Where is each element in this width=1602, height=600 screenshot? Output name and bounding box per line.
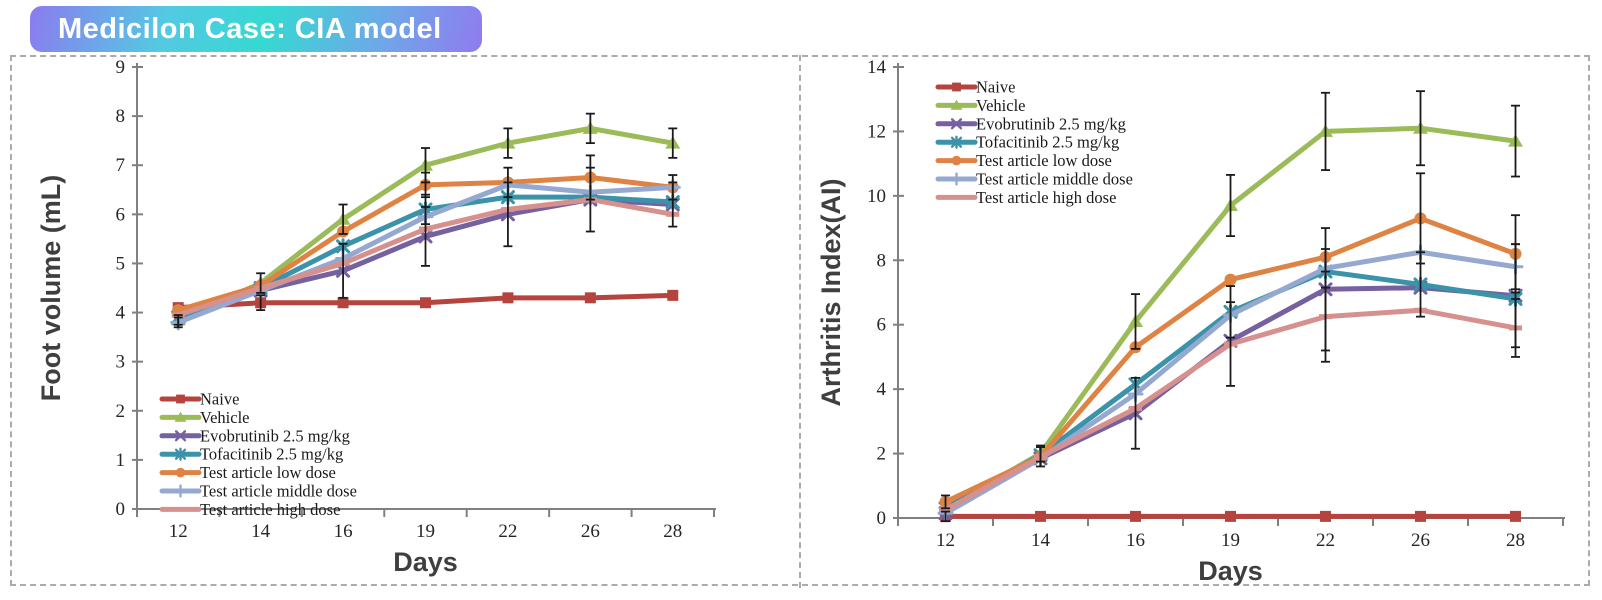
legend-item-naive: Naive xyxy=(935,78,1015,97)
svg-text:12: 12 xyxy=(936,530,955,551)
legend-item-tofacitinib-2-5-mg-kg: Tofacitinib 2.5 mg/kg xyxy=(159,445,343,464)
svg-text:8: 8 xyxy=(877,250,887,271)
svg-text:2: 2 xyxy=(877,444,887,465)
svg-text:Vehicle: Vehicle xyxy=(976,96,1025,115)
axes xyxy=(132,63,716,517)
svg-text:1: 1 xyxy=(116,450,126,471)
svg-text:19: 19 xyxy=(416,521,435,542)
svg-text:14: 14 xyxy=(867,57,887,78)
y-tick-labels: 0 2 4 6 8 10 12 14 xyxy=(867,57,887,529)
svg-text:14: 14 xyxy=(251,521,271,542)
y-tick-labels: 0 1 2 3 4 5 6 7 8 9 xyxy=(116,57,126,520)
y-axis-title: Foot volume (mL) xyxy=(36,175,66,401)
legend-item-evobrutinib-2-5-mg-kg: Evobrutinib 2.5 mg/kg xyxy=(935,114,1126,133)
legend-item-test-article-middle-dose: Test article middle dose xyxy=(935,170,1133,189)
svg-text:Evobrutinib 2.5 mg/kg: Evobrutinib 2.5 mg/kg xyxy=(200,426,350,445)
panel-divider xyxy=(799,55,801,588)
svg-text:Evobrutinib 2.5 mg/kg: Evobrutinib 2.5 mg/kg xyxy=(976,114,1126,133)
svg-text:Naive: Naive xyxy=(976,78,1015,97)
error-bars xyxy=(941,90,1520,523)
svg-text:26: 26 xyxy=(581,521,600,542)
svg-text:7: 7 xyxy=(116,155,126,176)
x-tick-labels: 12 14 16 19 22 26 28 xyxy=(169,521,683,542)
svg-text:4: 4 xyxy=(116,303,126,324)
legend-item-test-article-high-dose: Test article high dose xyxy=(159,500,340,519)
x-axis-title: Days xyxy=(1198,556,1263,586)
svg-text:26: 26 xyxy=(1411,530,1430,551)
series-naive xyxy=(940,510,1521,522)
svg-text:Test article low dose: Test article low dose xyxy=(976,151,1112,170)
legend-item-test-article-middle-dose: Test article middle dose xyxy=(159,482,357,501)
x-axis-title: Days xyxy=(393,547,458,577)
svg-text:19: 19 xyxy=(1221,530,1240,551)
x-tick-labels: 12 14 16 19 22 26 28 xyxy=(936,530,1525,551)
svg-text:8: 8 xyxy=(116,106,126,127)
svg-text:16: 16 xyxy=(334,521,353,542)
svg-text:0: 0 xyxy=(116,499,126,520)
svg-text:Test article high dose: Test article high dose xyxy=(200,500,340,519)
svg-text:0: 0 xyxy=(877,508,887,529)
svg-text:4: 4 xyxy=(877,379,887,400)
svg-text:22: 22 xyxy=(498,521,517,542)
arthritis-index-chart: 0 2 4 6 8 10 12 14 12 14 16 19 22 26 28 Days Arthritis I… xyxy=(816,57,1565,586)
svg-text:3: 3 xyxy=(116,352,126,373)
svg-text:16: 16 xyxy=(1126,530,1145,551)
legend-item-test-article-high-dose: Test article high dose xyxy=(935,188,1116,207)
svg-text:28: 28 xyxy=(663,521,682,542)
legend-item-vehicle: Vehicle xyxy=(935,96,1025,115)
svg-text:Tofacitinib 2.5 mg/kg: Tofacitinib 2.5 mg/kg xyxy=(200,445,343,464)
svg-text:22: 22 xyxy=(1316,530,1335,551)
legend-item-tofacitinib-2-5-mg-kg: Tofacitinib 2.5 mg/kg xyxy=(935,133,1119,152)
svg-text:6: 6 xyxy=(116,204,126,225)
svg-text:28: 28 xyxy=(1506,530,1525,551)
svg-text:14: 14 xyxy=(1031,530,1051,551)
svg-text:2: 2 xyxy=(116,401,126,422)
title-badge: Medicilon Case: CIA model xyxy=(30,6,482,52)
legend-item-naive: Naive xyxy=(159,390,239,409)
y-axis-title: Arthritis Index(AI) xyxy=(816,178,846,406)
svg-text:Test article middle dose: Test article middle dose xyxy=(200,482,357,501)
svg-text:Naive: Naive xyxy=(200,390,239,409)
svg-text:6: 6 xyxy=(877,315,887,336)
legend-item-evobrutinib-2-5-mg-kg: Evobrutinib 2.5 mg/kg xyxy=(159,426,350,445)
legend-item-test-article-low-dose: Test article low dose xyxy=(159,463,336,482)
error-bars xyxy=(173,112,678,329)
legend-item-test-article-low-dose: Test article low dose xyxy=(935,151,1112,170)
svg-text:Test article low dose: Test article low dose xyxy=(200,463,336,482)
svg-text:12: 12 xyxy=(169,521,188,542)
svg-text:9: 9 xyxy=(116,57,126,78)
svg-text:5: 5 xyxy=(116,253,126,274)
svg-text:Tofacitinib 2.5 mg/kg: Tofacitinib 2.5 mg/kg xyxy=(976,133,1119,152)
svg-text:Vehicle: Vehicle xyxy=(200,408,249,427)
legend-item-vehicle: Vehicle xyxy=(159,408,249,427)
svg-text:12: 12 xyxy=(867,121,886,142)
svg-text:Test article middle dose: Test article middle dose xyxy=(976,170,1133,189)
svg-text:10: 10 xyxy=(867,186,886,207)
svg-text:Test article high dose: Test article high dose xyxy=(976,188,1116,207)
